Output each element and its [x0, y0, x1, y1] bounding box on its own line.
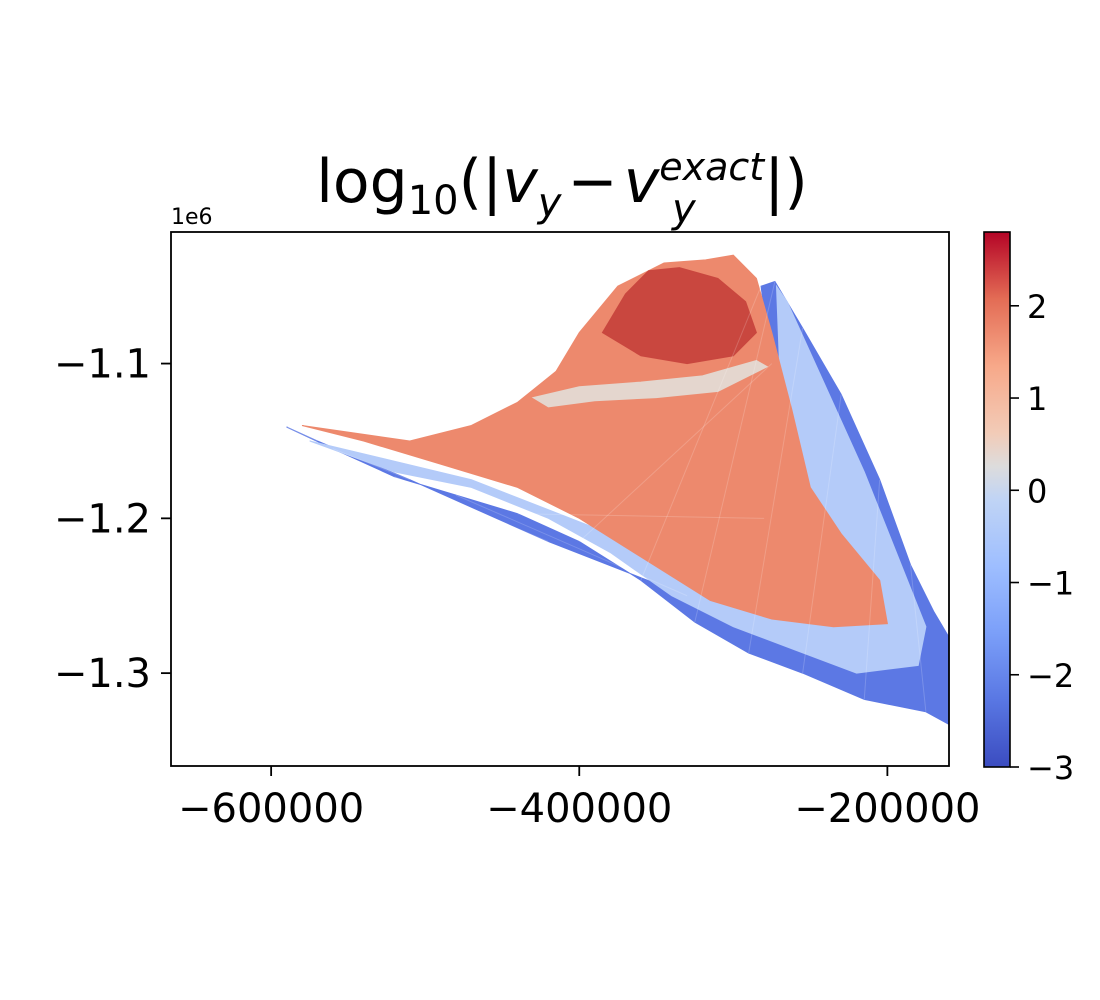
colorbar-tick-label: −3: [1027, 749, 1074, 787]
x-tick-label: −600000: [178, 786, 364, 832]
colorbar: 2 1 0 −1 −2 −3: [983, 231, 1074, 787]
mesh-line: [517, 513, 765, 519]
mesh-line: [332, 448, 410, 481]
mesh-lines: [286, 281, 927, 712]
mesh-line: [286, 426, 318, 442]
mesh-line: [802, 394, 842, 674]
title-log-base: 10: [408, 178, 459, 224]
y-tick-label: −1.2: [54, 496, 151, 542]
colorbar-tick-label: 1: [1027, 380, 1047, 418]
mesh-line: [909, 564, 927, 712]
x-tick-label: −200000: [794, 786, 980, 832]
title-exact-var: v: [624, 147, 661, 217]
title-exact-sup: exact: [659, 145, 766, 189]
title-log: log: [316, 147, 407, 217]
mesh-line: [640, 285, 762, 581]
x-axis: −600000 −400000 −200000: [178, 766, 980, 832]
title-var-sub: y: [537, 180, 563, 226]
region-internal-shear-ridge: [531, 359, 769, 408]
title-var: v: [502, 147, 539, 217]
colorbar-ticks: 2 1 0 −1 −2 −3: [1010, 288, 1074, 787]
y-tick-label: −1.3: [54, 651, 151, 697]
y-offset-label: 1e6: [171, 205, 213, 230]
region-upper-peak-lobe: [601, 267, 757, 365]
mesh-line: [578, 363, 773, 542]
chart-title: log10(|vy − vexact|) y: [316, 145, 808, 232]
mesh-line: [694, 281, 776, 623]
plot-frame: [170, 231, 950, 767]
mesh-line: [863, 479, 881, 700]
colorbar-gradient: [984, 232, 1010, 767]
colorbar-tick-label: −2: [1027, 657, 1074, 695]
x-tick-label: −400000: [486, 786, 672, 832]
mesh-line: [394, 476, 549, 543]
mesh-line: [455, 494, 688, 597]
title-open: (|: [459, 147, 503, 217]
mesh-regions: [286, 254, 949, 726]
title-exact-sub: y: [671, 186, 697, 232]
region-interior-error-field: [301, 254, 888, 628]
title-close: |): [764, 147, 808, 217]
y-axis: −1.1 −1.2 −1.3: [54, 342, 171, 697]
colorbar-tick-label: 0: [1027, 472, 1047, 510]
colorbar-tick-label: 2: [1027, 288, 1047, 326]
colorbar-tick-label: −1: [1027, 565, 1074, 603]
svg-text:log10(|vy−vexact|): log10(|vy − vexact|): [316, 145, 808, 226]
plot-area: [170, 231, 950, 767]
y-tick-label: −1.1: [54, 342, 151, 388]
colorbar-frame: [983, 231, 1011, 768]
title-minus: −: [567, 147, 617, 217]
mesh-line: [748, 327, 804, 654]
